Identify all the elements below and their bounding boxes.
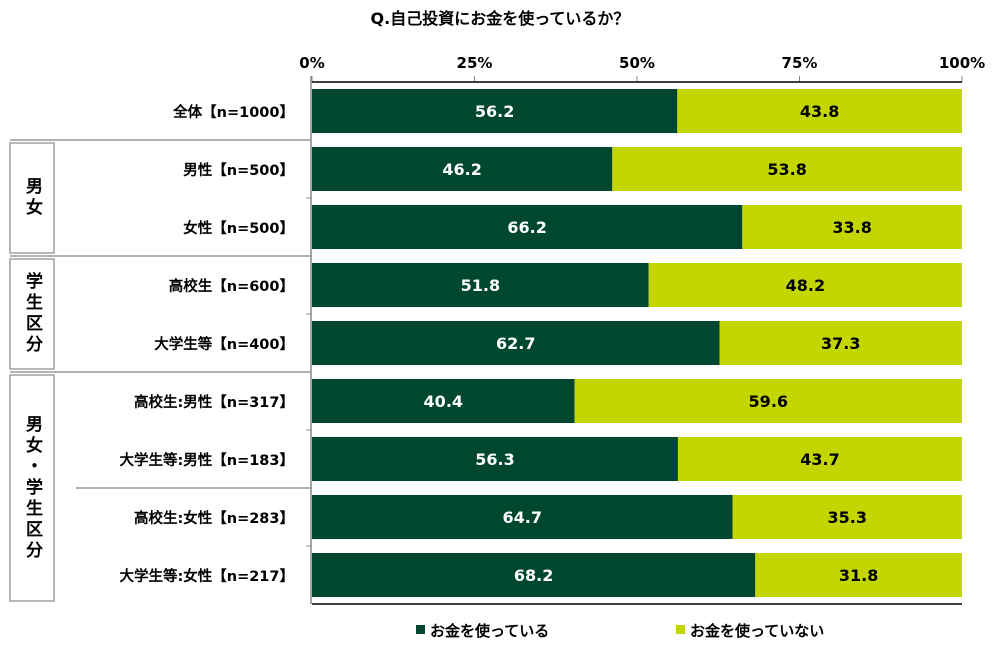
bar-segment-using (312, 205, 743, 249)
data-label: 51.8 (461, 276, 500, 295)
bar-segment-not-using (742, 205, 962, 249)
x-tick-label: 100% (939, 54, 985, 72)
bar-segment-not-using (574, 379, 962, 423)
bar-segment-not-using (755, 553, 962, 597)
legend-label: お金を使っている (430, 622, 549, 640)
bar-segment-not-using (677, 437, 962, 481)
category-label: 大学生等【n=400】 (154, 335, 294, 353)
x-tick-label: 0% (299, 54, 324, 72)
x-tick-label: 50% (619, 54, 655, 72)
group-box (9, 258, 55, 370)
data-label: 62.7 (496, 334, 535, 353)
bar-segment-using (312, 147, 613, 191)
category-label: 女性【n=500】 (183, 219, 294, 237)
data-label: 48.2 (786, 276, 825, 295)
category-label: 大学生等:男性【n=183】 (119, 451, 294, 469)
bar-segment-using (312, 89, 678, 133)
data-label: 53.8 (767, 160, 806, 179)
data-label: 40.4 (424, 392, 463, 411)
group-label-gender-student-type: 男女・学生区分 (22, 414, 42, 562)
bar-segment-using (312, 263, 649, 307)
category-label: 高校生:女性【n=283】 (134, 509, 294, 527)
category-label: 大学生等:女性【n=217】 (119, 567, 294, 585)
bar-segment-not-using (612, 147, 962, 191)
group-box (9, 374, 55, 602)
data-label: 59.6 (749, 392, 788, 411)
data-label: 43.8 (800, 102, 839, 121)
group-label-student-type: 学生区分 (22, 272, 42, 356)
bar-segment-using (312, 379, 575, 423)
group-label-gender: 男女 (22, 177, 42, 219)
chart-title: Q.自己投資にお金を使っているか？ (371, 9, 630, 28)
data-label: 46.2 (442, 160, 481, 179)
data-label: 35.3 (828, 508, 867, 527)
legend-swatch (416, 625, 425, 634)
data-label: 56.2 (475, 102, 514, 121)
data-label: 68.2 (514, 566, 553, 585)
x-tick-label: 25% (457, 54, 493, 72)
bar-segment-not-using (677, 89, 962, 133)
data-label: 66.2 (507, 218, 546, 237)
bar-segment-not-using (719, 321, 962, 365)
data-label: 43.7 (800, 450, 839, 469)
category-label: 高校生【n=600】 (169, 277, 294, 295)
category-label: 男性【n=500】 (183, 161, 294, 179)
category-label: 全体【n=1000】 (172, 103, 294, 121)
group-box (9, 142, 55, 254)
bar-segment-using (312, 437, 678, 481)
data-label: 37.3 (821, 334, 860, 353)
legend-label: お金を使っていない (690, 622, 824, 640)
bar-segment-not-using (732, 495, 962, 539)
bar-segment-not-using (648, 263, 962, 307)
data-label: 31.8 (839, 566, 878, 585)
category-label: 高校生:男性【n=317】 (134, 393, 294, 411)
data-label: 64.7 (503, 508, 542, 527)
legend-swatch (676, 625, 685, 634)
bar-segment-using (312, 495, 733, 539)
x-tick-label: 75% (782, 54, 818, 72)
bar-segment-using (312, 553, 756, 597)
data-label: 56.3 (475, 450, 514, 469)
bar-segment-using (312, 321, 720, 365)
data-label: 33.8 (832, 218, 871, 237)
